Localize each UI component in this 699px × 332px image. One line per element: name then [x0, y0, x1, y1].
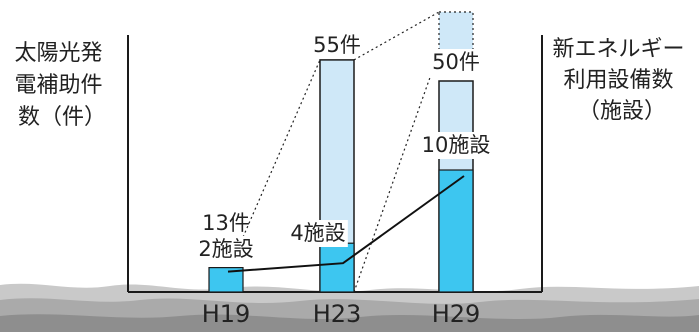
left-axis-label-line2: 電補助件 [14, 73, 102, 98]
left-axis-label: 太陽光発 電補助件 数（件） [14, 41, 109, 130]
left-axis-label-line1: 太陽光発 [14, 41, 102, 66]
facility-value-label-h29: 10施設 [422, 133, 491, 157]
right-axis-label-line2: 利用設備数 [563, 68, 673, 93]
x-tick-label-h29: H29 [432, 300, 481, 328]
facility-value-label-h19: 2施設 [198, 237, 253, 261]
connector-line-3 [354, 52, 439, 292]
solar-value-label-h19: 13件 [202, 211, 250, 235]
solar-value-label-h23: 55件 [313, 33, 361, 57]
connector-line-1 [243, 60, 320, 237]
right-axis-label-line3: （施設） [578, 99, 666, 124]
facility-bar-h23 [320, 243, 354, 292]
x-tick-label-h19: H19 [202, 300, 251, 328]
solar-value-label-h29: 50件 [432, 50, 480, 74]
x-tick-label-h23: H23 [313, 300, 362, 328]
solar-bar-h29-upper [439, 12, 473, 52]
right-axis-label: 新エネルギー 利用設備数 （施設） [552, 37, 691, 124]
facility-value-label-h23: 4施設 [290, 221, 345, 245]
left-axis-label-line3: 数（件） [18, 105, 106, 130]
right-axis-label-line1: 新エネルギー [552, 37, 684, 62]
facility-bar-h29 [439, 170, 473, 292]
